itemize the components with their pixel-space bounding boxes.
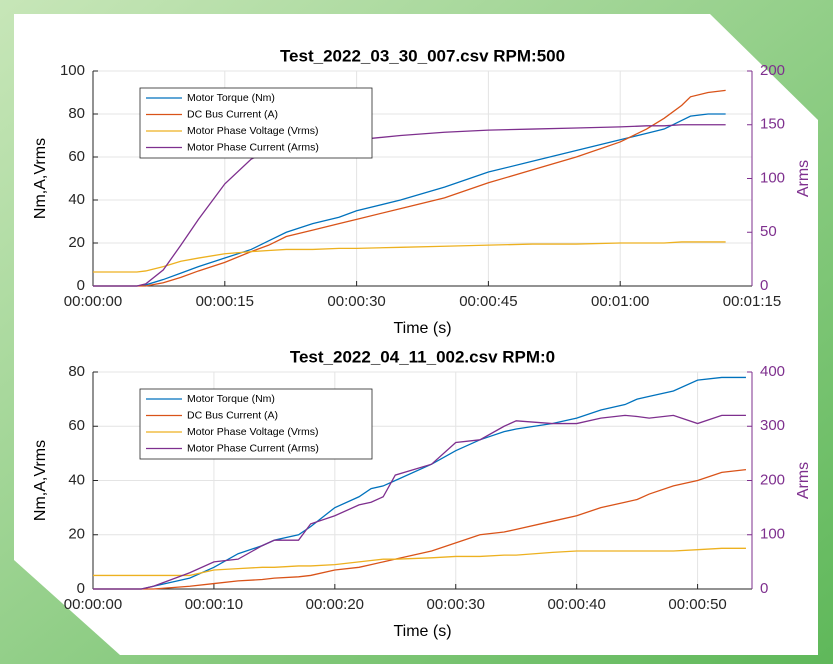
y2-tick-label: 150 xyxy=(760,116,785,133)
y-tick-label: 20 xyxy=(68,526,85,543)
series-line xyxy=(93,376,746,590)
y-tick-label: 20 xyxy=(68,234,85,251)
y2-tick-label: 100 xyxy=(760,169,785,186)
legend-label: Motor Torque (Nm) xyxy=(187,92,275,104)
legend-label: Motor Phase Current (Arms) xyxy=(187,442,319,454)
panel xyxy=(14,14,818,655)
y2-tick-label: 300 xyxy=(760,417,785,434)
y-tick-label: 60 xyxy=(68,417,85,434)
y-tick-label: 0 xyxy=(77,277,85,294)
x-tick-label: 00:01:00 xyxy=(591,293,649,310)
x-tick-label: 00:00:00 xyxy=(64,293,122,310)
x-tick-label: 00:00:45 xyxy=(459,293,517,310)
y-tick-label: 80 xyxy=(68,105,85,122)
x-tick-label: 00:00:00 xyxy=(64,596,122,613)
y-axis-label: Nm,A,Vrms xyxy=(32,138,49,219)
x-tick-label: 00:00:50 xyxy=(668,596,726,613)
series-line xyxy=(93,469,747,590)
y2-tick-label: 200 xyxy=(760,471,785,488)
legend: Motor Torque (Nm) DC Bus Current (A) Motor… xyxy=(139,388,373,460)
x-tick-label: 00:00:30 xyxy=(327,293,385,310)
y2-axis-label: Arms xyxy=(795,160,812,197)
x-tick-label: 00:01:15 xyxy=(723,293,781,310)
series-line xyxy=(93,113,726,287)
x-tick-label: 00:00:10 xyxy=(185,596,243,613)
y2-tick-label: 0 xyxy=(760,277,768,294)
y-tick-label: 80 xyxy=(68,363,85,380)
legend: Motor Torque (Nm) DC Bus Current (A) Motor… xyxy=(139,87,373,159)
legend-label: Motor Torque (Nm) xyxy=(187,393,275,405)
y-tick-label: 100 xyxy=(60,62,85,79)
y2-tick-label: 200 xyxy=(760,62,785,79)
x-tick-label: 00:00:40 xyxy=(547,596,605,613)
series-line xyxy=(93,547,746,577)
y2-tick-label: 0 xyxy=(760,580,768,597)
x-axis-label: Time (s) xyxy=(393,623,451,640)
y-tick-label: 40 xyxy=(68,471,85,488)
y-tick-label: 0 xyxy=(77,580,85,597)
y2-tick-label: 100 xyxy=(760,526,785,543)
y2-axis-label: Arms xyxy=(795,462,812,499)
x-tick-label: 00:00:20 xyxy=(306,596,364,613)
chart-title: Test_2022_04_11_002.csv RPM:0 xyxy=(290,347,555,366)
legend-label: DC Bus Current (A) xyxy=(187,108,278,120)
legend-label: Motor Phase Current (Arms) xyxy=(187,141,319,153)
y-axis-label: Nm,A,Vrms xyxy=(32,440,49,521)
series-line xyxy=(93,414,746,590)
legend-label: Motor Phase Voltage (Vrms) xyxy=(187,125,319,137)
x-axis-label: Time (s) xyxy=(393,320,451,337)
legend-label: Motor Phase Voltage (Vrms) xyxy=(187,426,319,438)
series-line xyxy=(93,89,726,287)
y-tick-label: 60 xyxy=(68,148,85,165)
chart-title: Test_2022_03_30_007.csv RPM:500 xyxy=(280,46,565,65)
legend-label: DC Bus Current (A) xyxy=(187,409,278,421)
y2-tick-label: 50 xyxy=(760,223,777,240)
x-tick-label: 00:00:30 xyxy=(427,596,485,613)
legend-box xyxy=(139,388,373,460)
legend-box xyxy=(139,87,373,159)
y2-tick-label: 400 xyxy=(760,363,785,380)
y-tick-label: 40 xyxy=(68,191,85,208)
x-tick-label: 00:00:15 xyxy=(196,293,254,310)
